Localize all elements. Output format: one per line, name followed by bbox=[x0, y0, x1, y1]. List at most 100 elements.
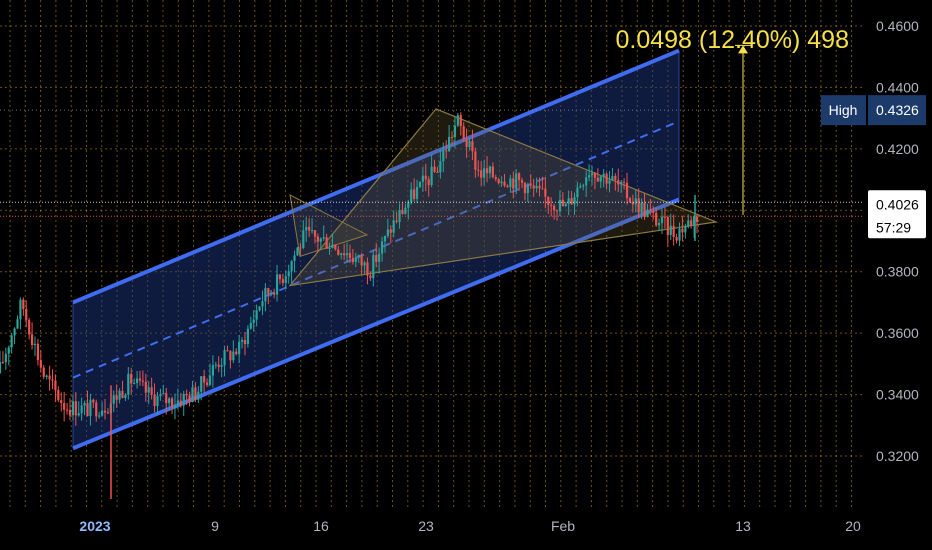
candle-body bbox=[485, 168, 489, 174]
channel-upper-line[interactable] bbox=[72, 48, 680, 305]
candle-body bbox=[637, 198, 640, 213]
candle-body bbox=[39, 360, 42, 368]
candle-body bbox=[369, 275, 372, 279]
candle-body bbox=[561, 199, 564, 207]
candle-body bbox=[13, 328, 16, 336]
candle-body bbox=[660, 216, 664, 224]
candle-body bbox=[488, 166, 492, 174]
price-tick-label: 0.4400 bbox=[876, 79, 919, 95]
candle-body bbox=[515, 173, 518, 189]
candle-body bbox=[127, 373, 130, 395]
price-tick-label: 0.3800 bbox=[876, 264, 919, 280]
price-tick-label: 0.3600 bbox=[876, 325, 919, 341]
candle-body bbox=[226, 350, 229, 352]
candle-body bbox=[418, 181, 422, 187]
candle-body bbox=[401, 210, 404, 215]
candle-body bbox=[567, 198, 570, 204]
candle-body bbox=[287, 271, 290, 277]
candle-body bbox=[173, 405, 177, 409]
candle-body bbox=[331, 244, 334, 248]
candle-body bbox=[33, 343, 37, 346]
candle-body bbox=[617, 179, 620, 185]
candle-body bbox=[147, 387, 150, 393]
candle-body bbox=[255, 310, 258, 320]
candle-body bbox=[232, 351, 235, 361]
candle-body bbox=[590, 173, 594, 176]
candle-body bbox=[25, 309, 28, 320]
candle-body bbox=[302, 230, 305, 248]
candle-body bbox=[558, 199, 562, 211]
candle-body bbox=[354, 257, 357, 263]
candle-body bbox=[392, 220, 395, 233]
candle-body bbox=[68, 409, 72, 416]
candle-body bbox=[383, 235, 387, 242]
candle-body bbox=[491, 166, 494, 178]
candle-body bbox=[631, 201, 634, 205]
candle-body bbox=[36, 343, 40, 361]
candle-body bbox=[643, 202, 646, 217]
candle-body bbox=[194, 387, 197, 400]
time-axis: 2023 9 16 23 Feb 13 20 bbox=[79, 518, 861, 534]
candle-body bbox=[83, 402, 86, 406]
candle-body bbox=[7, 347, 10, 354]
price-tick-label: 0.4600 bbox=[876, 18, 919, 34]
high-badge-label: High bbox=[829, 102, 858, 118]
candle-body bbox=[523, 182, 527, 194]
candle-body bbox=[208, 375, 212, 385]
candle-body bbox=[526, 184, 529, 194]
candle-body bbox=[555, 210, 559, 212]
candle-body bbox=[692, 216, 696, 226]
candle-body bbox=[579, 186, 582, 188]
candle-body bbox=[45, 375, 48, 377]
candle-body bbox=[599, 176, 602, 182]
candle-body bbox=[410, 189, 413, 203]
candle-body bbox=[695, 216, 699, 222]
candle-body bbox=[200, 376, 203, 392]
candle-body bbox=[80, 405, 83, 414]
candle-body bbox=[144, 381, 147, 393]
candle-body bbox=[150, 387, 153, 395]
candle-body bbox=[477, 169, 480, 171]
candle-body bbox=[439, 161, 442, 173]
candle-body bbox=[65, 409, 69, 411]
candle-body bbox=[252, 319, 255, 324]
candle-body bbox=[191, 387, 194, 402]
candle-body bbox=[168, 398, 171, 404]
candle-body bbox=[281, 279, 284, 284]
candle-body bbox=[229, 351, 232, 361]
candle-body bbox=[512, 178, 515, 189]
candle-body bbox=[366, 262, 369, 276]
candle-body bbox=[214, 364, 217, 366]
candle-body bbox=[395, 220, 398, 222]
candle-body bbox=[243, 340, 247, 345]
candle-body bbox=[494, 177, 497, 180]
candle-body bbox=[672, 225, 675, 237]
candle-body bbox=[334, 244, 337, 250]
candle-body bbox=[258, 306, 261, 311]
candle-body bbox=[611, 175, 614, 181]
candle-body bbox=[532, 185, 535, 189]
candle-body bbox=[363, 262, 366, 266]
candle-body bbox=[92, 399, 95, 403]
candle-body bbox=[448, 136, 451, 152]
candle-body bbox=[240, 340, 244, 342]
candle-body bbox=[337, 249, 340, 255]
candle-body bbox=[465, 139, 468, 147]
candle-body bbox=[340, 253, 343, 255]
candle-body bbox=[547, 196, 550, 205]
candle-body bbox=[576, 187, 579, 198]
candle-body bbox=[22, 299, 25, 310]
candle-body bbox=[445, 150, 448, 152]
candle-body bbox=[138, 378, 142, 381]
date-tick-label: 13 bbox=[735, 518, 751, 534]
triangle-area[interactable] bbox=[288, 108, 719, 287]
candle-body bbox=[4, 353, 7, 363]
candle-body bbox=[506, 185, 509, 188]
candle-body bbox=[0, 362, 2, 374]
candle-body bbox=[442, 150, 445, 162]
candle-body bbox=[456, 115, 459, 126]
candle-body bbox=[468, 141, 471, 147]
candle-body bbox=[1, 362, 5, 364]
